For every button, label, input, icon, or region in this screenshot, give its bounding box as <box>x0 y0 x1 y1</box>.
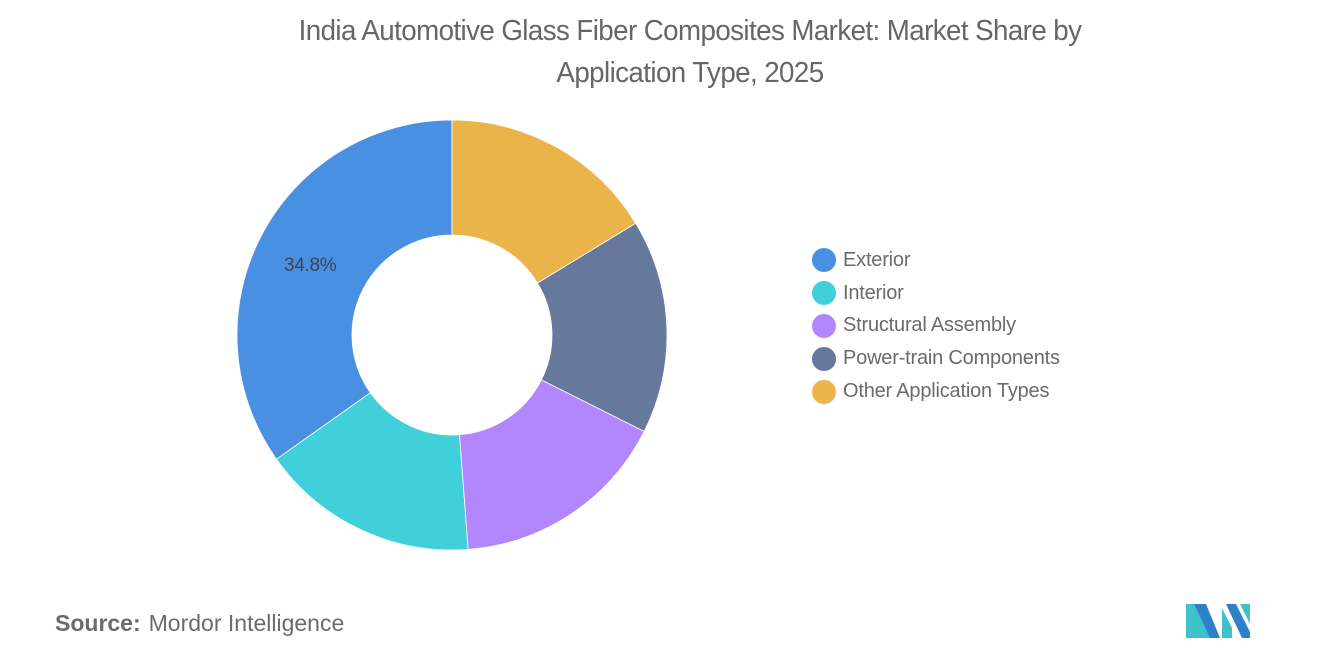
legend-label: Interior <box>843 281 904 304</box>
source-value: Mordor Intelligence <box>148 610 345 636</box>
legend-item-structural-assembly[interactable]: Structural Assembly <box>812 310 1060 343</box>
legend-dot-icon <box>812 248 836 273</box>
legend-dot-icon <box>812 281 836 306</box>
source-label: Source: <box>55 610 141 636</box>
donut-slice-other-application-types[interactable] <box>451 119 637 284</box>
donut-slice-interior[interactable] <box>275 392 469 551</box>
mordor-intelligence-logo-icon <box>1186 604 1250 638</box>
legend-dot-icon <box>812 346 836 371</box>
chart-title-line-2: Application Type, 2025 <box>556 57 824 89</box>
donut-slice-exterior[interactable] <box>236 119 453 460</box>
legend-label: Power-train Components <box>843 347 1060 370</box>
legend-dot-icon <box>812 379 836 404</box>
chart-title: India Automotive Glass Fiber Composites … <box>31 10 1320 94</box>
legend-item-exterior[interactable]: Exterior <box>812 244 1060 277</box>
donut-slice-structural-assembly[interactable] <box>459 379 645 550</box>
legend-dot-icon <box>812 313 836 338</box>
donut-slice-power-train-components[interactable] <box>536 222 668 432</box>
chart-title-line-1: India Automotive Glass Fiber Composites … <box>298 15 1082 47</box>
exterior-percent-label: 34.8% <box>284 255 337 276</box>
legend-label: Exterior <box>843 248 911 271</box>
legend: Exterior Interior Structural Assembly Po… <box>812 244 1060 408</box>
source-attribution: Source: Mordor Intelligence <box>55 610 344 637</box>
legend-label: Structural Assembly <box>843 314 1016 337</box>
legend-item-interior[interactable]: Interior <box>812 277 1060 310</box>
legend-item-power-train-components[interactable]: Power-train Components <box>812 342 1060 375</box>
legend-item-other-application-types[interactable]: Other Application Types <box>812 375 1060 408</box>
legend-label: Other Application Types <box>843 380 1050 403</box>
